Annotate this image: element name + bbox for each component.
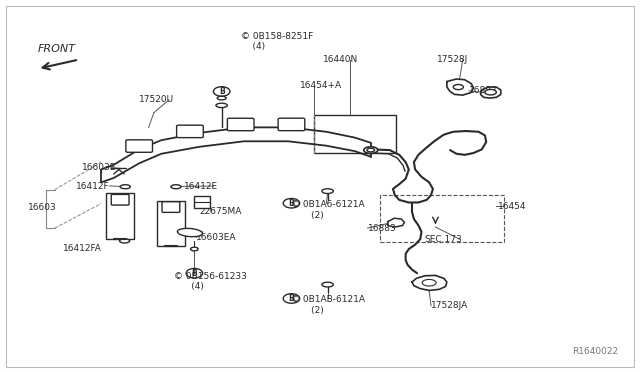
Ellipse shape bbox=[217, 96, 226, 100]
Text: 16454: 16454 bbox=[498, 202, 526, 211]
Ellipse shape bbox=[216, 103, 227, 108]
Text: © 0B156-61233
      (4): © 0B156-61233 (4) bbox=[174, 272, 247, 291]
Bar bbox=[195, 196, 211, 208]
Text: 16603E: 16603E bbox=[82, 163, 116, 172]
Text: B: B bbox=[219, 87, 225, 96]
Text: B: B bbox=[191, 269, 197, 278]
Ellipse shape bbox=[322, 189, 333, 193]
FancyBboxPatch shape bbox=[278, 118, 305, 131]
Ellipse shape bbox=[191, 247, 198, 251]
Text: B: B bbox=[289, 199, 294, 208]
Text: © 0B158-8251F
    (4): © 0B158-8251F (4) bbox=[241, 32, 313, 51]
Text: © 0B1AB-6121A
       (2): © 0B1AB-6121A (2) bbox=[291, 295, 365, 315]
FancyBboxPatch shape bbox=[111, 195, 129, 205]
Ellipse shape bbox=[171, 185, 181, 189]
Ellipse shape bbox=[120, 239, 130, 243]
Ellipse shape bbox=[367, 148, 374, 152]
Ellipse shape bbox=[453, 84, 463, 90]
Bar bbox=[106, 193, 134, 239]
Text: 16412FA: 16412FA bbox=[63, 244, 102, 253]
Ellipse shape bbox=[120, 185, 131, 189]
Text: FRONT: FRONT bbox=[38, 44, 76, 54]
Text: 16883: 16883 bbox=[367, 224, 396, 232]
Text: R1640022: R1640022 bbox=[572, 347, 618, 356]
FancyBboxPatch shape bbox=[126, 140, 152, 152]
Bar bbox=[380, 195, 504, 242]
Text: 16454+A: 16454+A bbox=[300, 81, 342, 90]
Text: © 0B1A6-6121A
       (2): © 0B1A6-6121A (2) bbox=[291, 200, 365, 219]
Text: 16883: 16883 bbox=[469, 86, 498, 95]
Text: 16603: 16603 bbox=[28, 203, 57, 212]
Ellipse shape bbox=[422, 279, 436, 286]
Text: 17528JA: 17528JA bbox=[431, 301, 468, 310]
Text: 22675MA: 22675MA bbox=[200, 207, 242, 216]
Text: 16412F: 16412F bbox=[76, 182, 109, 190]
Text: 16603EA: 16603EA bbox=[196, 233, 237, 242]
Ellipse shape bbox=[177, 228, 202, 237]
FancyBboxPatch shape bbox=[227, 118, 254, 131]
Bar bbox=[314, 115, 396, 153]
Text: 17528J: 17528J bbox=[437, 55, 468, 64]
FancyBboxPatch shape bbox=[162, 202, 180, 212]
Ellipse shape bbox=[485, 89, 497, 95]
Text: 16440N: 16440N bbox=[323, 55, 358, 64]
Text: B: B bbox=[289, 294, 294, 303]
Ellipse shape bbox=[364, 147, 378, 153]
FancyBboxPatch shape bbox=[177, 125, 204, 138]
Bar bbox=[157, 201, 185, 247]
Text: 17520U: 17520U bbox=[139, 95, 174, 105]
Text: 16412E: 16412E bbox=[184, 182, 218, 190]
Ellipse shape bbox=[322, 282, 333, 287]
Text: SEC.173: SEC.173 bbox=[425, 235, 463, 244]
